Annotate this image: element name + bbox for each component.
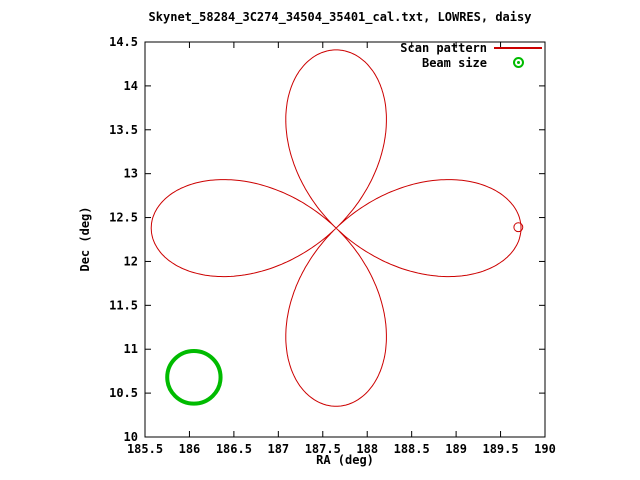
legend-item-beam-size: Beam size xyxy=(320,55,542,70)
chart-title: Skynet_58284_3C274_34504_35401_cal.txt, … xyxy=(148,10,532,24)
scan-pattern-curve xyxy=(150,49,522,407)
x-tick-label: 185.5 xyxy=(127,442,163,456)
x-tick-label: 187 xyxy=(267,442,289,456)
beam-size-circle xyxy=(165,348,223,406)
legend-label-scan-pattern: Scan pattern xyxy=(400,40,487,55)
y-tick-label: 12 xyxy=(124,254,138,268)
x-tick-label: 190 xyxy=(534,442,556,456)
legend-marker-sample xyxy=(494,57,542,68)
y-tick-label: 10.5 xyxy=(109,386,138,400)
plot-border xyxy=(144,41,546,438)
y-axis-label: Dec (deg) xyxy=(78,206,92,272)
y-tick-label: 11 xyxy=(124,342,138,356)
x-tick-label: 188.5 xyxy=(394,442,430,456)
x-tick-label: 186.5 xyxy=(216,442,252,456)
legend-label-beam-size: Beam size xyxy=(421,55,487,70)
y-tick-label: 12.5 xyxy=(109,211,138,225)
beam-marker-icon xyxy=(512,57,524,68)
y-tick-label: 11.5 xyxy=(109,298,138,312)
x-tick-label: 189 xyxy=(445,442,467,456)
x-tick-label: 189.5 xyxy=(482,442,518,456)
x-tick-label: 188 xyxy=(356,442,378,456)
y-tick-label: 14.5 xyxy=(109,35,138,49)
legend: Scan pattern Beam size xyxy=(320,40,542,70)
scan-end-mark xyxy=(513,222,524,233)
x-tick-label: 186 xyxy=(179,442,201,456)
y-tick-label: 10 xyxy=(124,430,138,444)
y-tick-label: 13.5 xyxy=(109,123,138,137)
x-tick-label: 187.5 xyxy=(305,442,341,456)
y-tick-label: 14 xyxy=(124,79,138,93)
legend-item-scan-pattern: Scan pattern xyxy=(320,40,542,55)
x-axis-label: RA (deg) xyxy=(316,453,374,467)
legend-line-sample xyxy=(494,46,542,49)
y-tick-label: 13 xyxy=(124,167,138,181)
